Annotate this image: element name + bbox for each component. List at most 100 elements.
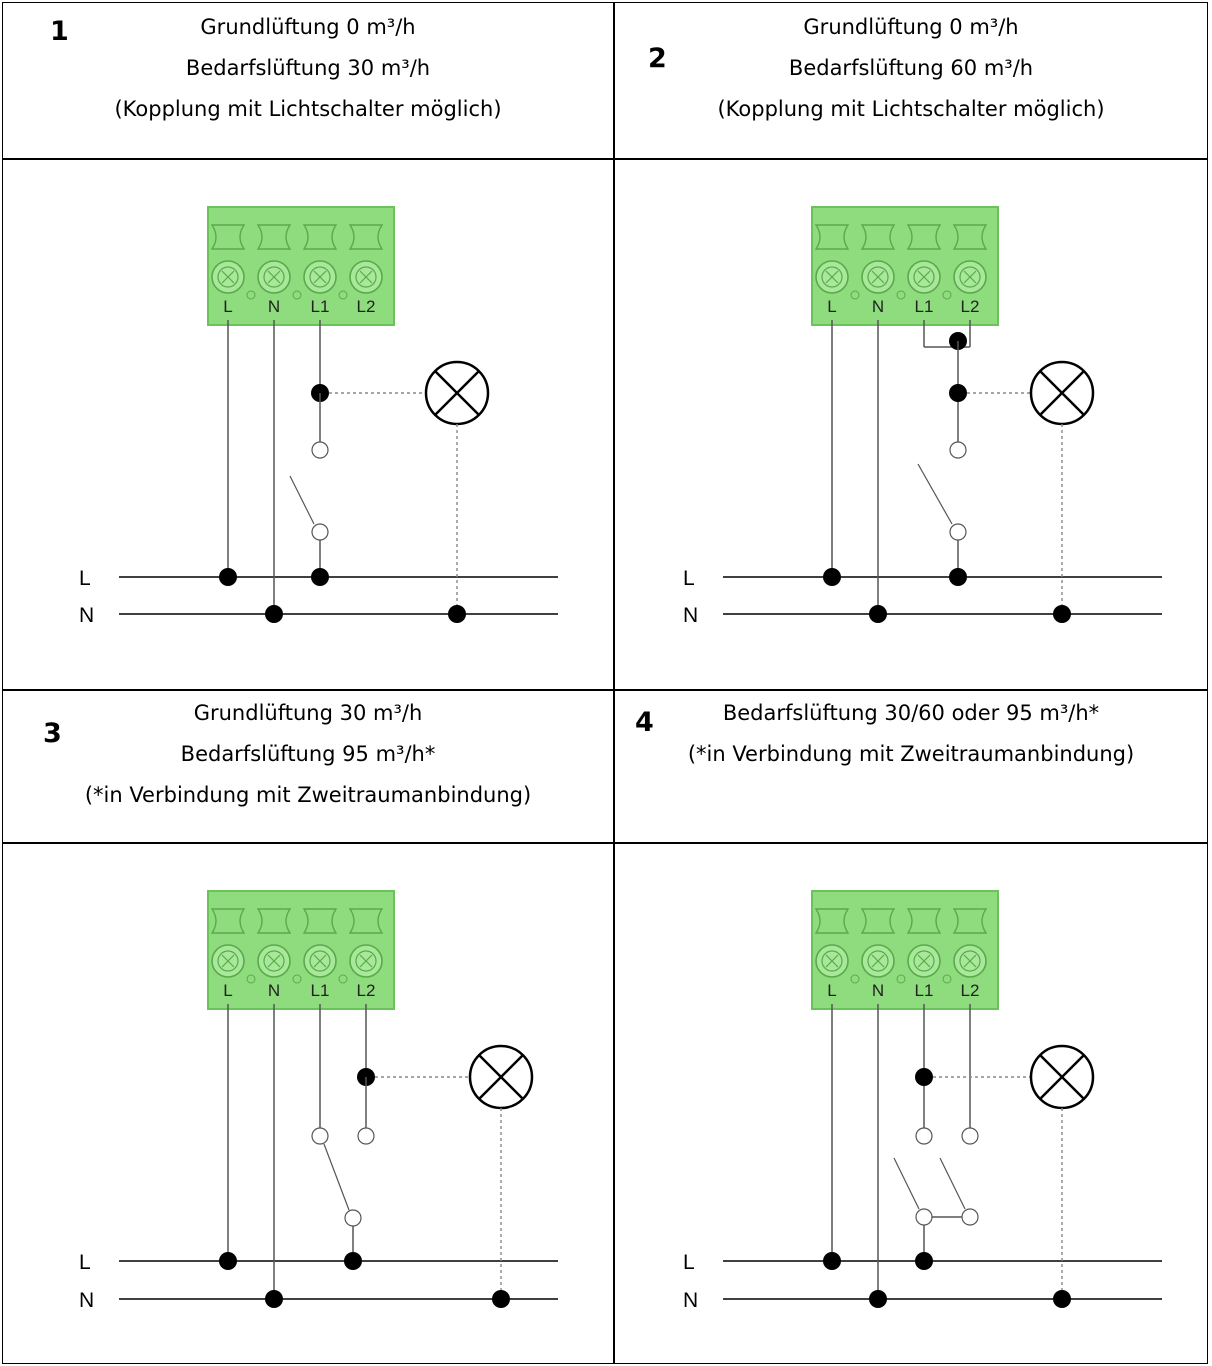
screw-slot bbox=[871, 954, 885, 968]
clamp-slot bbox=[302, 908, 338, 934]
lamp-cross bbox=[1039, 1054, 1085, 1100]
terminal-hole bbox=[246, 290, 256, 300]
terminal-hole bbox=[246, 974, 256, 984]
terminal-label-l2: L2 bbox=[961, 981, 980, 1000]
screw-ring bbox=[309, 266, 331, 288]
terminal-label-l1: L1 bbox=[915, 297, 934, 316]
terminal-label-l: L bbox=[223, 981, 232, 1000]
panel-3-header: Grundlüftung 30 m³/h Bedarfslüftung 95 m… bbox=[3, 693, 613, 816]
terminal-hole bbox=[896, 290, 906, 300]
screw-ring bbox=[217, 266, 239, 288]
screw-ring bbox=[263, 266, 285, 288]
terminal-block: L N L1 L2 bbox=[811, 890, 999, 1010]
junction-dot bbox=[219, 1252, 237, 1270]
switch-contact bbox=[311, 523, 329, 541]
clamp-slot bbox=[256, 908, 292, 934]
screw-ring bbox=[355, 266, 377, 288]
bus-label-l: L bbox=[79, 567, 91, 590]
panel-4-header: Bedarfslüftung 30/60 oder 95 m³/h* (*in … bbox=[613, 693, 1209, 775]
lamp-icon bbox=[468, 1044, 534, 1110]
clamp-slot bbox=[952, 908, 988, 934]
panel-3-number: 3 bbox=[43, 718, 62, 749]
terminal-label-n: N bbox=[872, 981, 884, 1000]
bus-label-n: N bbox=[79, 1289, 94, 1312]
row-divider bbox=[3, 158, 1207, 160]
terminal-block: L N L1 L2 bbox=[207, 890, 395, 1010]
switch-lever bbox=[893, 1157, 920, 1210]
switch-contact bbox=[357, 1127, 375, 1145]
screw-slot bbox=[963, 270, 977, 284]
terminal-hole bbox=[338, 974, 348, 984]
clamp-slot bbox=[210, 908, 246, 934]
screw-ring bbox=[959, 950, 981, 972]
panel-2-line2: Bedarfslüftung 60 m³/h bbox=[788, 56, 1034, 80]
junction-dot bbox=[949, 568, 967, 586]
screw-slot bbox=[825, 954, 839, 968]
screw-slot bbox=[221, 954, 235, 968]
panel-4-line3: (*in Verbindung mit Zweitraumanbindung) bbox=[687, 742, 1135, 766]
lamp-cross bbox=[1039, 370, 1085, 416]
junction-dot bbox=[265, 1290, 283, 1308]
screw-ring bbox=[217, 950, 239, 972]
screw-slot bbox=[917, 954, 931, 968]
screw-slot bbox=[359, 270, 373, 284]
screw-slot bbox=[221, 270, 235, 284]
switch-lever bbox=[917, 463, 953, 525]
screw-slot bbox=[267, 954, 281, 968]
lamp-cross bbox=[478, 1054, 524, 1100]
terminal-label-l1: L1 bbox=[311, 297, 330, 316]
terminal-label-l1: L1 bbox=[311, 981, 330, 1000]
screw-ring bbox=[867, 950, 889, 972]
panel-1-header: Grundlüftung 0 m³/h Bedarfslüftung 30 m³… bbox=[3, 7, 613, 130]
switch-contact bbox=[344, 1209, 362, 1227]
screw-ring bbox=[821, 950, 843, 972]
junction-dot bbox=[311, 568, 329, 586]
clamp-slot bbox=[348, 908, 384, 934]
panel-4-line2: Bedarfslüftung 30/60 oder 95 m³/h* bbox=[722, 701, 1100, 725]
clamp-slot bbox=[814, 908, 850, 934]
lamp-icon bbox=[424, 360, 490, 426]
junction-dot bbox=[344, 1252, 362, 1270]
switch-lever bbox=[939, 1157, 966, 1210]
panel-4-number: 4 bbox=[635, 707, 654, 738]
junction-dot bbox=[869, 605, 887, 623]
clamp-slot bbox=[210, 224, 246, 250]
panel-1-number: 1 bbox=[50, 16, 69, 47]
switch-contact bbox=[311, 1127, 329, 1145]
clamp-slot bbox=[860, 224, 896, 250]
terminal-label-n: N bbox=[872, 297, 884, 316]
panel-3-line1: Grundlüftung 30 m³/h bbox=[193, 701, 423, 725]
panel-2-line3: (Kopplung mit Lichtschalter möglich) bbox=[717, 97, 1105, 121]
junction-dot bbox=[823, 568, 841, 586]
row-divider bbox=[3, 842, 1207, 844]
switch-contact bbox=[949, 441, 967, 459]
terminal-hole bbox=[292, 290, 302, 300]
terminal-hole bbox=[292, 974, 302, 984]
terminal-label-l2: L2 bbox=[357, 981, 376, 1000]
screw-slot bbox=[825, 270, 839, 284]
junction-dot bbox=[823, 1252, 841, 1270]
switch-contact bbox=[961, 1127, 979, 1145]
terminal-hole bbox=[896, 974, 906, 984]
lamp-icon bbox=[1029, 1044, 1095, 1110]
screw-ring bbox=[821, 266, 843, 288]
screw-slot bbox=[313, 270, 327, 284]
terminal-label-l: L bbox=[223, 297, 232, 316]
clamp-slot bbox=[348, 224, 384, 250]
junction-dot bbox=[1053, 605, 1071, 623]
clamp-slot bbox=[814, 224, 850, 250]
screw-ring bbox=[959, 266, 981, 288]
clamp-slot bbox=[906, 224, 942, 250]
junction-dot bbox=[492, 1290, 510, 1308]
panel-1-line1: Grundlüftung 0 m³/h bbox=[200, 15, 416, 39]
screw-slot bbox=[871, 270, 885, 284]
screw-slot bbox=[963, 954, 977, 968]
screw-slot bbox=[917, 270, 931, 284]
panel-2-header: Grundlüftung 0 m³/h Bedarfslüftung 60 m³… bbox=[613, 7, 1209, 130]
switch-lever bbox=[289, 475, 315, 525]
terminal-label-l: L bbox=[827, 981, 836, 1000]
